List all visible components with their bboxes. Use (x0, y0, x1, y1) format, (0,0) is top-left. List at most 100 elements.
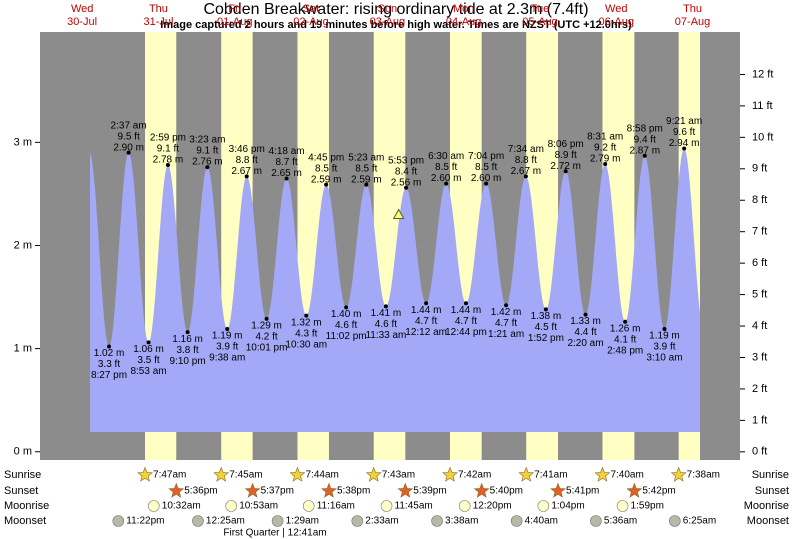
tide-label: 1:21 am (488, 329, 524, 340)
tide-label: 1.41 m (371, 308, 402, 319)
tide-label: 3:23 am (189, 135, 225, 146)
moonset-icon (510, 515, 523, 527)
tide-label: 9.2 ft (594, 143, 616, 154)
tide-extreme (284, 176, 289, 181)
tide-extreme (463, 301, 468, 306)
sunset-time: 5:37pm (261, 486, 294, 497)
tide-extreme (205, 165, 210, 170)
tide-label: 1.33 m (570, 316, 601, 327)
tide-label: 4.7 ft (415, 316, 437, 327)
day-name: Sun (378, 3, 398, 15)
y-tick-label: 3 m (14, 136, 32, 148)
y2-tick-label: 2 ft (752, 383, 767, 395)
tide-label: 9:21 am (666, 116, 702, 127)
y-tick-label: 1 m (14, 343, 32, 355)
day-name: Wed (71, 3, 93, 15)
sunset-icon (550, 482, 566, 498)
moonrise-time: 10:32am (162, 501, 201, 512)
y2-tick-label: 5 ft (752, 288, 767, 300)
sunrise-time: 7:45am (229, 470, 262, 481)
tide-label: 1.02 m (94, 348, 125, 359)
tide-label: 4.2 ft (255, 331, 277, 342)
day-name: Sat (303, 3, 320, 15)
moonset-icon (351, 515, 364, 527)
moonrise-time: 10:53am (239, 501, 278, 512)
tide-label: 3.5 ft (137, 355, 159, 366)
tide-label: 2.60 m (431, 173, 462, 184)
tide-label: 1.06 m (133, 344, 164, 355)
sunset-icon (397, 482, 414, 498)
tide-label: 8.5 ft (355, 163, 377, 174)
day-name: Fri (228, 3, 241, 15)
sunrise-icon (213, 466, 230, 482)
tide-label: 8.5 ft (475, 162, 497, 173)
tide-area (90, 148, 700, 432)
sunset-icon (473, 482, 490, 498)
tide-label: 2.78 m (153, 155, 184, 166)
y2-tick-label: 11 ft (752, 100, 773, 112)
tide-extreme (543, 307, 548, 312)
y2-tick-label: 1 ft (752, 414, 767, 426)
tide-label: 2.72 m (550, 161, 581, 172)
moonrise-icon (225, 500, 237, 512)
day-date: 04-Aug (446, 16, 481, 28)
tide-label: 9.1 ft (196, 146, 218, 157)
tide-label: 5:23 am (348, 152, 384, 163)
tide-label: 9:10 pm (170, 356, 206, 367)
tide-label: 12:12 am (405, 327, 447, 338)
tide-extreme (603, 162, 608, 167)
tide-label: 4.6 ft (375, 319, 397, 330)
tide-label: 9.5 ft (117, 131, 139, 142)
sunrise-time: 7:41am (534, 470, 567, 481)
tide-label: 1.16 m (172, 334, 203, 345)
day-name: Mon (453, 3, 474, 15)
moonrise-time: 1:04pm (551, 501, 584, 512)
moonrise-time: 1:59pm (631, 501, 664, 512)
tide-label: 8.5 ft (435, 162, 457, 173)
moonset-time: 4:40am (525, 516, 558, 527)
tide-label: 8.8 ft (515, 155, 537, 166)
moonset-time: 3:38am (445, 516, 478, 527)
tide-label: 2.94 m (669, 138, 700, 149)
chart-subtitle: Image captured 2 hours and 19 minutes be… (160, 19, 632, 31)
y2-tick-label: 4 ft (752, 320, 767, 332)
row-label: Sunrise (752, 469, 789, 481)
tide-label: 2:20 am (567, 338, 603, 349)
day-date: 06-Aug (599, 16, 634, 28)
tide-label: 3:46 pm (229, 144, 265, 155)
tide-label: 1.44 m (411, 305, 442, 316)
tide-label: 8:27 pm (91, 370, 127, 381)
tide-label: 8.4 ft (395, 166, 417, 177)
moonset-time: 12:25am (206, 516, 245, 527)
sunrise-time: 7:38am (687, 470, 720, 481)
tide-label: 11:33 am (365, 330, 406, 341)
tide-label: 2:48 pm (607, 345, 643, 356)
tide-label: 8.8 ft (236, 155, 258, 166)
tide-label: 3.9 ft (653, 342, 675, 353)
y-tick-label: 0 m (14, 446, 32, 458)
tide-label: 4.4 ft (574, 327, 596, 338)
sunrise-icon (365, 466, 382, 482)
tide-extreme (264, 316, 269, 321)
tide-extreme (523, 174, 528, 179)
moonset-icon (668, 515, 681, 527)
tide-extreme (424, 301, 429, 306)
day-name: Thu (149, 3, 168, 15)
sunset-time: 5:41pm (566, 486, 599, 497)
sunrise-time: 7:43am (382, 470, 415, 481)
sunrise-icon (137, 466, 153, 482)
tide-label: 2.59 m (351, 174, 382, 185)
tide-extreme (165, 163, 170, 168)
sunset-time: 5:38pm (337, 486, 370, 497)
day-date: 05-Aug (522, 16, 557, 28)
tide-label: 6:30 am (428, 151, 464, 162)
tide-label: 10:30 am (285, 339, 327, 350)
moonset-icon (271, 515, 284, 527)
tide-extreme (623, 319, 628, 324)
moonrise-icon (616, 500, 629, 512)
tide-extreme (344, 305, 349, 310)
moonrise-icon (537, 500, 550, 512)
day-name: Thu (683, 3, 702, 15)
sunset-time: 5:42pm (642, 486, 675, 497)
